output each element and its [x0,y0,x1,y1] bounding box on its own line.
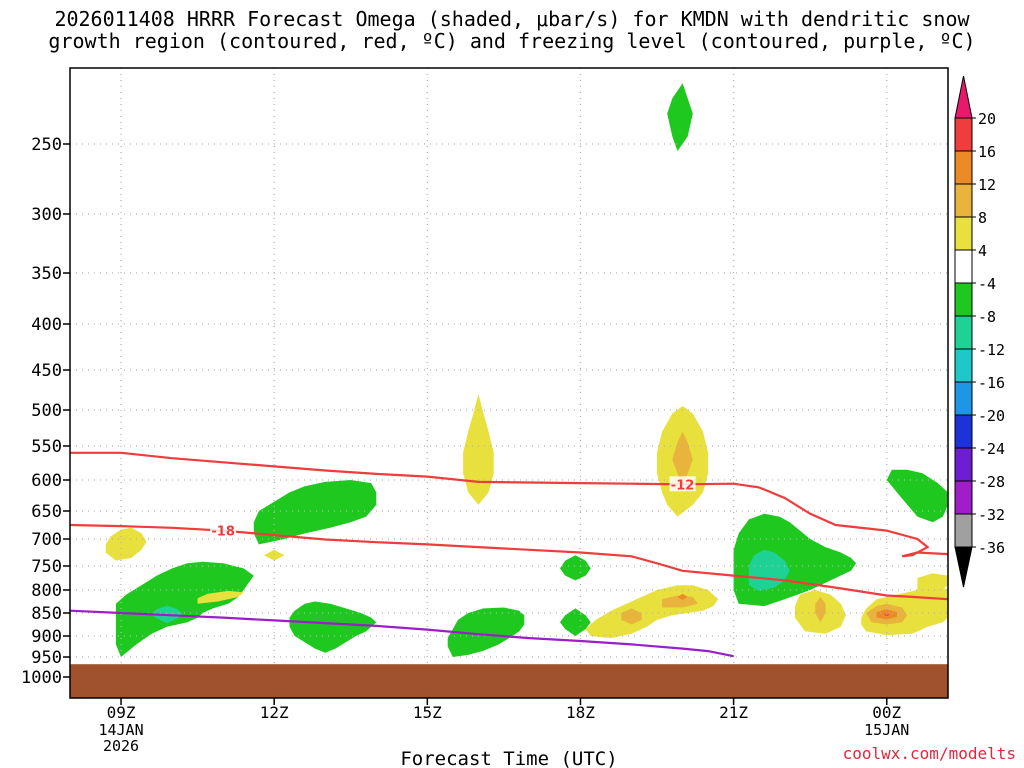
contour-label: -18 [211,525,235,540]
omega-region-5 [560,608,591,636]
y-tick-label: 950 [31,648,62,668]
contour-label-bg [210,522,237,538]
colorbar-label: -8 [978,308,996,326]
colorbar-swatch [954,282,973,317]
x-tick-label: 00Z [872,703,901,722]
y-tick-label: 400 [31,315,62,335]
source-credit: coolwx.com/modelts [842,744,1016,763]
plot-frame [69,67,949,699]
omega-region-25 [917,573,948,595]
contour-label: -12 [671,478,695,493]
colorbar-label: -16 [978,374,1005,392]
colorbar-swatch [954,348,973,383]
omega-region-4 [447,607,525,657]
chart-title-line2: growth region (contoured, red, ºC) and f… [48,29,976,53]
y-tick-label: 600 [31,471,62,491]
contour-labels: -12 -18 [210,476,696,540]
colorbar-swatch [954,150,973,185]
x-tick-label: 12Z [260,703,289,722]
colorbar-swatch [954,249,973,284]
colorbar-swatch [954,216,973,251]
x-tick-label: 09Z [107,703,136,722]
colorbar-label: -28 [978,473,1005,491]
omega-region-23 [815,596,826,623]
y-tick-label: 800 [31,581,62,601]
colorbar-label: -20 [978,407,1005,425]
chart-title: 2026011408 HRRR Forecast Omega (shaded, … [0,8,1024,52]
colorbar-label: 20 [978,110,996,128]
x-tick-label: 15Z [413,703,442,722]
colorbar-label: -24 [978,440,1005,458]
y-tick-label: 450 [31,361,62,381]
ground-surface [70,664,948,698]
x-tick-label: 21Z [719,703,748,722]
y-tick-label: 300 [31,205,62,225]
omega-region-16 [264,549,285,561]
x-axis-label: Forecast Time (UTC) [400,748,617,768]
y-tick-label: 700 [31,530,62,550]
colorbar-label: 12 [978,176,996,194]
x-tick-sublabel: 14JAN [98,721,143,739]
colorbar-label: -12 [978,341,1005,359]
chart-title-line1: 2026011408 HRRR Forecast Omega (shaded, … [54,7,970,31]
colorbar-label: -36 [978,539,1005,557]
omega-region-3 [289,601,377,653]
colorbar-swatch [954,183,973,218]
y-tick-label: 1000 [21,668,62,688]
colorbar-bottom-arrow [954,546,973,588]
omega-region-9 [667,83,693,151]
omega-region-2 [253,480,377,545]
colorbar-swatch [954,447,973,482]
x-tick-sublabel: 2026 [103,737,139,755]
colorbar-swatch [954,315,973,350]
y-tick-label: 500 [31,401,62,421]
omega-region-19 [621,608,642,625]
colorbar-swatch [954,117,973,152]
omega-region-17 [197,590,244,604]
colorbar: 20 16 12 8 4 -4 -8 -12 -16 -20 -24 -28 -32 -36 [954,75,1005,588]
colorbar-label: -32 [978,506,1005,524]
x-tick-sublabel: 15JAN [864,721,909,739]
colorbar-label: 16 [978,143,996,161]
y-tick-label: 650 [31,502,62,522]
omega-region-6 [560,555,591,581]
colorbar-label: -4 [978,275,996,293]
y-tick-label: 750 [31,557,62,577]
y-tick-label: 900 [31,627,62,647]
contour-line-2 [70,609,734,658]
colorbar-swatch [954,381,973,416]
x-tick-label: 18Z [566,703,595,722]
colorbar-swatch [954,513,973,548]
colorbar-label: 8 [978,209,987,227]
omega-region-15 [105,527,147,561]
omega-region-0 [115,561,254,657]
colorbar-swatch [954,480,973,515]
omega-region-12 [463,394,494,505]
y-tick-label: 550 [31,437,62,457]
omega-region-20 [662,595,698,608]
y-axis: 250 300 350 400 450 500 550 600 650 700 750 800 850 9… [21,135,70,688]
colorbar-swatch [954,414,973,449]
omega-region-14 [672,431,693,487]
contour-label-bg [669,476,696,492]
omega-region-21 [677,593,688,601]
colorbar-label: 4 [978,242,987,260]
omega-region-8 [886,469,948,523]
colorbar-top-arrow [954,75,973,119]
y-tick-label: 250 [31,135,62,155]
y-tick-label: 850 [31,604,62,624]
y-tick-label: 350 [31,264,62,284]
